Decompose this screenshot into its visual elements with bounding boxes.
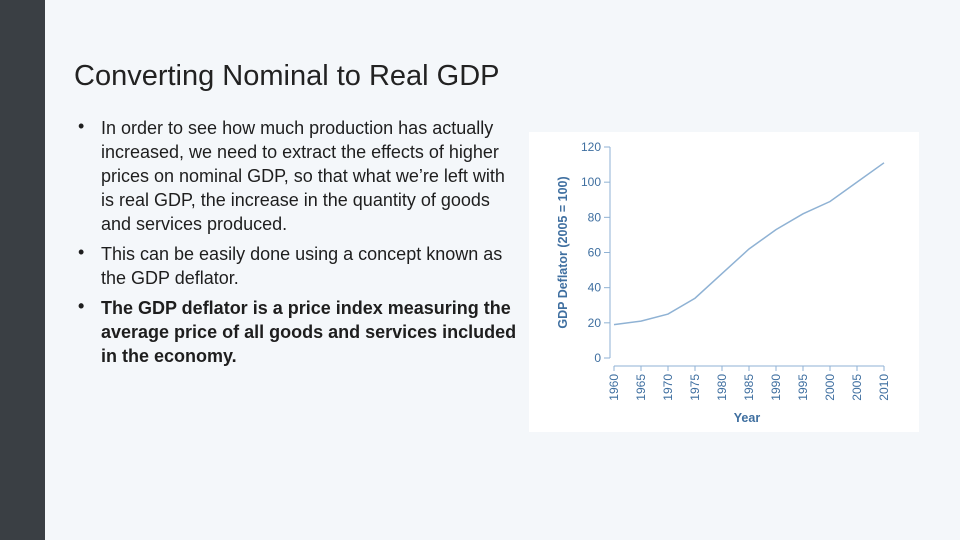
y-tick-label: 20 — [588, 316, 602, 330]
gdp-deflator-line — [613, 162, 885, 326]
x-tick-label: 1995 — [796, 374, 810, 401]
x-tick-label: 1965 — [634, 374, 648, 401]
bullet-item-2: • This can be easily done using a concep… — [78, 242, 518, 290]
y-tick-label: 100 — [581, 175, 601, 189]
x-tick-label: 2000 — [823, 374, 837, 401]
bullet-dot: • — [78, 296, 85, 316]
x-tick-label: 1990 — [769, 374, 783, 401]
slide-title: Converting Nominal to Real GDP — [74, 60, 500, 92]
bullet-text: This can be easily done using a concept … — [101, 244, 503, 288]
x-tick-label: 1980 — [715, 374, 729, 401]
x-tick-label: 1960 — [607, 374, 621, 401]
bullet-item-1: • In order to see how much production ha… — [78, 116, 518, 236]
bullet-text: In order to see how much production has … — [101, 118, 505, 234]
x-tick-label: 1985 — [742, 374, 756, 401]
x-axis-label: Year — [734, 411, 761, 425]
bullet-dot: • — [78, 116, 85, 136]
bullet-list: • In order to see how much production ha… — [78, 116, 518, 374]
x-tick-label: 1975 — [688, 374, 702, 401]
y-tick-label: 60 — [588, 246, 602, 260]
gdp-deflator-chart: GDP Deflator (2005 = 100) Year 0 20 40 60 80… — [529, 132, 919, 432]
y-tick-label: 80 — [588, 210, 602, 224]
y-axis-label: GDP Deflator (2005 = 100) — [556, 176, 570, 328]
chart-svg: GDP Deflator (2005 = 100) Year 0 20 40 60 80… — [556, 140, 891, 425]
x-tick-label: 2005 — [850, 374, 864, 401]
x-tick-label: 1970 — [661, 374, 675, 401]
bullet-item-3: • The GDP deflator is a price index meas… — [78, 296, 518, 368]
y-tick-label: 0 — [594, 351, 601, 365]
slide-sidebar — [0, 0, 45, 540]
y-tick-label: 120 — [581, 140, 601, 154]
y-tick-label: 40 — [588, 281, 602, 295]
bullet-dot: • — [78, 242, 85, 262]
x-tick-label: 2010 — [877, 374, 891, 401]
bullet-text: The GDP deflator is a price index measur… — [101, 298, 517, 366]
